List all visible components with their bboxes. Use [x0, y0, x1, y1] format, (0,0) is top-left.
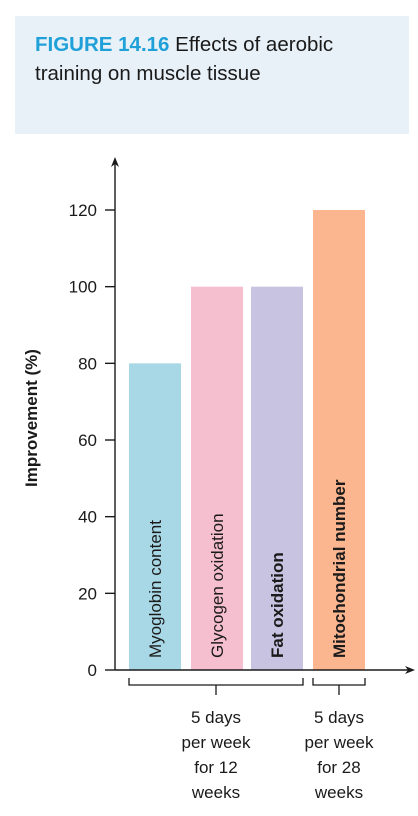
bar-2 — [191, 286, 243, 670]
bar-label-3: Fat oxidation — [268, 552, 287, 658]
bar-label-4: Mitochondrial number — [330, 479, 349, 658]
group-brackets-layer: 5 days per week for 12 weeks 5 days per week f… — [128, 678, 374, 802]
y-tick-label-40: 40 — [78, 508, 97, 527]
group-label-2: 5 days per week for 28 weeks — [305, 708, 374, 802]
y-tick-label-20: 20 — [78, 584, 97, 603]
bar-3 — [251, 286, 303, 670]
y-tick-label-100: 100 — [69, 278, 97, 297]
group-bracket-1 — [128, 678, 304, 686]
figure-label: FIGURE 14.16 — [35, 33, 170, 56]
figure-title: Effects of aerobic training on muscle ti… — [35, 33, 334, 85]
bars-layer: Myoglobin content Glycogen oxidation Fat o… — [129, 210, 365, 670]
y-axis-label: Improvement (%) — [22, 349, 41, 487]
y-tick-label-80: 80 — [78, 354, 97, 373]
group-bracket-2 — [312, 678, 366, 686]
bar-label-1: Myoglobin content — [146, 520, 165, 658]
group-label-1: 5 days per week for 12 weeks — [182, 708, 251, 802]
figure-caption-box: FIGURE 14.16 Effects of aerobic training… — [15, 16, 409, 134]
y-tick-label-120: 120 — [69, 201, 97, 220]
y-tick-label-0: 0 — [88, 661, 97, 680]
figure-caption: FIGURE 14.16 Effects of aerobic training… — [35, 30, 397, 88]
bar-label-2: Glycogen oxidation — [208, 513, 227, 658]
bar-4 — [313, 210, 365, 670]
axes-layer: 0 20 40 60 80 100 120 — [69, 157, 415, 680]
y-tick-label-60: 60 — [78, 431, 97, 450]
bar-1 — [129, 363, 181, 670]
